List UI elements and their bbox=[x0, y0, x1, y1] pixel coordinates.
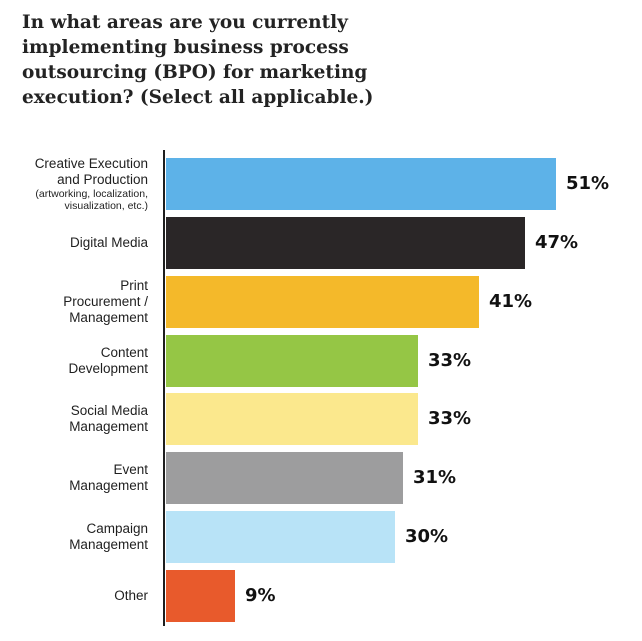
data-label: 51% bbox=[566, 173, 610, 194]
data-label: 33% bbox=[428, 350, 472, 371]
data-label: 33% bbox=[428, 408, 472, 429]
bar-digital-media bbox=[166, 217, 525, 269]
bar-content-development bbox=[166, 335, 418, 387]
bar-campaign-management bbox=[166, 511, 395, 563]
category-label: Campaign Management bbox=[0, 521, 148, 553]
category-label-line: Campaign bbox=[86, 521, 148, 536]
chart-title: In what areas are you currently implemen… bbox=[22, 12, 374, 108]
category-label-line: Print bbox=[120, 278, 148, 293]
category-label: Print Procurement / Management bbox=[0, 278, 148, 326]
category-label: Social Media Management bbox=[0, 403, 148, 435]
data-label: 41% bbox=[489, 291, 533, 312]
category-sublabel: (artworking, localization, visualization… bbox=[35, 188, 148, 212]
category-label-line: and Production bbox=[57, 172, 148, 187]
bar-print-procurement-management bbox=[166, 276, 479, 328]
category-label-line: Creative Execution bbox=[34, 156, 148, 171]
data-label: 9% bbox=[245, 585, 276, 606]
bar-social-media-management bbox=[166, 393, 418, 445]
category-label: Content Development bbox=[0, 345, 148, 377]
category-label: Event Management bbox=[0, 462, 148, 494]
data-label: 30% bbox=[405, 526, 449, 547]
y-axis-line bbox=[163, 150, 165, 626]
category-label-line: Other bbox=[114, 588, 148, 603]
data-label: 47% bbox=[535, 232, 579, 253]
bar-creative-execution-and-production bbox=[166, 158, 556, 210]
category-label-line: Management bbox=[69, 310, 148, 325]
category-label: Other bbox=[0, 588, 148, 604]
category-label-line: Content bbox=[100, 345, 148, 360]
category-label-line: Event bbox=[113, 462, 148, 477]
category-label-line: Digital Media bbox=[69, 235, 148, 250]
category-label-line: Management bbox=[69, 537, 148, 552]
category-label: Creative Execution and Production (artwork… bbox=[0, 156, 148, 212]
bar-event-management bbox=[166, 452, 403, 504]
bar-other bbox=[166, 570, 235, 622]
data-label: 31% bbox=[413, 467, 457, 488]
category-label-line: Procurement / bbox=[63, 294, 148, 309]
category-label-line: Social Media bbox=[70, 403, 148, 418]
category-label-line: Development bbox=[68, 361, 148, 376]
category-label: Digital Media bbox=[0, 235, 148, 251]
category-label-line: Management bbox=[69, 478, 148, 493]
category-label-line: Management bbox=[69, 419, 148, 434]
